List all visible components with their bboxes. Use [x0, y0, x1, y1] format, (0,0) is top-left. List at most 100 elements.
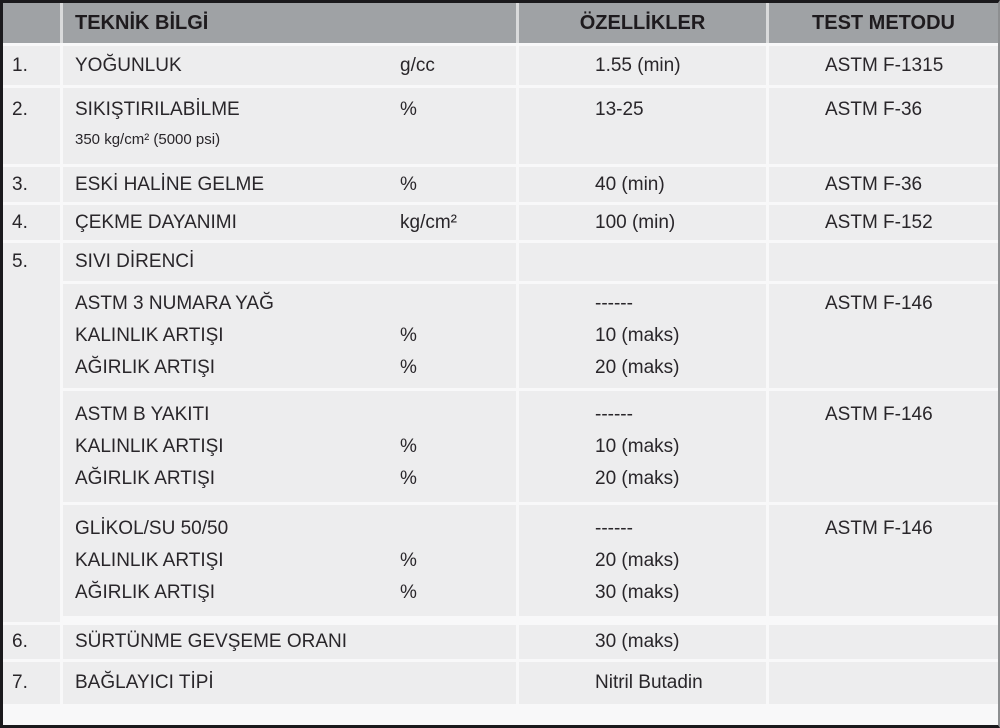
value-text: 30 (maks) — [595, 581, 680, 603]
value-text: ------ — [595, 293, 633, 314]
value-text: 40 (min) — [595, 173, 665, 195]
method-text: ASTM F-146 — [825, 517, 933, 539]
property-label: KALINLIK ARTIŞI — [75, 325, 224, 346]
method-text: ASTM F-146 — [825, 403, 933, 425]
sivi-direnci-title-subrow: SIVI DİRENCİ — [60, 243, 998, 281]
property-label: ESKİ HALİNE GELME — [75, 173, 265, 195]
method-cell: ASTM F-1315 — [766, 46, 998, 85]
value-cell: ------ 10 (maks) 20 (maks) — [516, 284, 766, 388]
property-cell: SIVI DİRENCİ — [60, 243, 516, 281]
value-text: ------ — [595, 517, 633, 539]
property-cell: ESKİ HALİNE GELME % — [60, 167, 516, 202]
value-text: 10 (maks) — [595, 435, 680, 457]
row-number: 7. — [3, 662, 60, 704]
table-row-surtunme-gevseme: 6. SÜRTÜNME GEVŞEME ORANI 30 (maks) — [3, 622, 998, 659]
header-ozellikler-label: ÖZELLİKLER — [579, 11, 706, 34]
method-cell-empty — [766, 625, 998, 659]
method-cell-empty — [766, 662, 998, 704]
header-teknik-bilgi: TEKNİK BİLGİ — [60, 3, 516, 43]
property-unit: % — [400, 325, 417, 346]
property-unit: % — [400, 435, 417, 457]
property-label: SÜRTÜNME GEVŞEME ORANI — [75, 631, 348, 652]
property-label: ASTM B YAKITI — [75, 403, 210, 425]
value-cell-empty — [516, 243, 766, 281]
value-cell: 1.55 (min) — [516, 46, 766, 85]
row-number: 4. — [3, 205, 60, 240]
header-teknik-bilgi-label: TEKNİK BİLGİ — [75, 11, 209, 34]
property-cell: YOĞUNLUK g/cc — [60, 46, 516, 85]
value-cell: ------ 20 (maks) 30 (maks) — [516, 505, 766, 616]
table-row-baglayici-tipi: 7. BAĞLAYICI TİPİ Nitril Butadin — [3, 659, 998, 704]
property-cell: ASTM 3 NUMARA YAĞ KALINLIK ARTIŞI % AĞIR… — [60, 284, 516, 388]
property-label: SIKIŞTIRILABİLME — [75, 99, 240, 120]
subrow-glikol-su: GLİKOL/SU 50/50 KALINLIK ARTIŞI % AĞIRLI… — [60, 502, 998, 616]
property-unit: % — [400, 173, 417, 195]
row-number: 3. — [3, 167, 60, 202]
header-number-cell — [3, 3, 60, 43]
property-label: ÇEKME DAYANIMI — [75, 211, 237, 233]
value-cell: 30 (maks) — [516, 625, 766, 659]
property-label: ASTM 3 NUMARA YAĞ — [75, 293, 274, 314]
property-cell: SIKIŞTIRILABİLME % 350 kg/cm² (5000 psi) — [60, 88, 516, 164]
method-cell: ASTM F-146 — [766, 505, 998, 616]
property-unit: kg/cm² — [400, 211, 457, 233]
row-number-text: 7. — [12, 672, 28, 693]
property-unit: % — [400, 357, 417, 378]
property-label: BAĞLAYICI TİPİ — [75, 672, 214, 693]
subrow-astm-3-numara-yag: ASTM 3 NUMARA YAĞ KALINLIK ARTIŞI % AĞIR… — [60, 281, 998, 388]
row-number-text: 3. — [12, 173, 28, 195]
method-text: ASTM F-36 — [825, 99, 923, 120]
value-text: 30 (maks) — [595, 631, 680, 652]
value-text: 1.55 (min) — [595, 54, 681, 76]
header-test-metodu-label: TEST METODU — [812, 11, 955, 34]
property-unit: % — [400, 467, 417, 489]
row-number: 6. — [3, 625, 60, 659]
row-number-text: 4. — [12, 211, 28, 233]
method-text: ASTM F-1315 — [825, 54, 944, 76]
value-text: 20 (maks) — [595, 549, 680, 571]
property-label: AĞIRLIK ARTIŞI — [75, 467, 216, 489]
method-text: ASTM F-146 — [825, 293, 933, 314]
property-cell: BAĞLAYICI TİPİ — [60, 662, 516, 704]
value-text: 20 (maks) — [595, 357, 680, 378]
property-unit: % — [400, 549, 417, 571]
value-cell: 40 (min) — [516, 167, 766, 202]
method-text: ASTM F-36 — [825, 173, 923, 195]
sivi-direnci-body: SIVI DİRENCİ ASTM 3 NUMARA YAĞ KALINLIK … — [60, 243, 998, 622]
property-cell: ÇEKME DAYANIMI kg/cm² — [60, 205, 516, 240]
method-cell: ASTM F-152 — [766, 205, 998, 240]
row-number: 1. — [3, 46, 60, 85]
row-number: 5. — [3, 243, 60, 622]
value-text: 10 (maks) — [595, 325, 680, 346]
row-number-text: 1. — [12, 54, 28, 76]
property-label: KALINLIK ARTIŞI — [75, 549, 224, 571]
property-cell: SÜRTÜNME GEVŞEME ORANI — [60, 625, 516, 659]
property-note: 350 kg/cm² (5000 psi) — [75, 131, 221, 148]
table-row-eski-haline-gelme: 3. ESKİ HALİNE GELME % 40 (min) ASTM F-3… — [3, 164, 998, 202]
value-text: ------ — [595, 403, 633, 425]
row-number-text: 5. — [12, 251, 28, 272]
method-cell-empty — [766, 243, 998, 281]
table-row-yogunluk: 1. YOĞUNLUK g/cc 1.55 (min) ASTM F-1315 — [3, 43, 998, 85]
property-label: SIVI DİRENCİ — [75, 251, 195, 272]
value-text: 100 (min) — [595, 211, 676, 233]
header-ozellikler: ÖZELLİKLER — [516, 3, 766, 43]
value-text: 13-25 — [595, 99, 644, 120]
value-cell: ------ 10 (maks) 20 (maks) — [516, 391, 766, 502]
value-cell: 100 (min) — [516, 205, 766, 240]
row-number-text: 6. — [12, 631, 28, 652]
property-cell: ASTM B YAKITI KALINLIK ARTIŞI % AĞIRLIK … — [60, 391, 516, 502]
property-unit: g/cc — [400, 54, 435, 76]
row-number-text: 2. — [12, 99, 28, 120]
table-header-row: TEKNİK BİLGİ ÖZELLİKLER TEST METODU — [3, 3, 998, 43]
property-label: GLİKOL/SU 50/50 — [75, 517, 229, 539]
table-row-cekme-dayanimi: 4. ÇEKME DAYANIMI kg/cm² 100 (min) ASTM … — [3, 202, 998, 240]
value-cell: 13-25 — [516, 88, 766, 164]
value-text: 20 (maks) — [595, 467, 680, 489]
property-label: AĞIRLIK ARTIŞI — [75, 357, 216, 378]
method-cell: ASTM F-146 — [766, 284, 998, 388]
method-cell: ASTM F-36 — [766, 88, 998, 164]
method-cell: ASTM F-146 — [766, 391, 998, 502]
row-number: 2. — [3, 88, 60, 164]
